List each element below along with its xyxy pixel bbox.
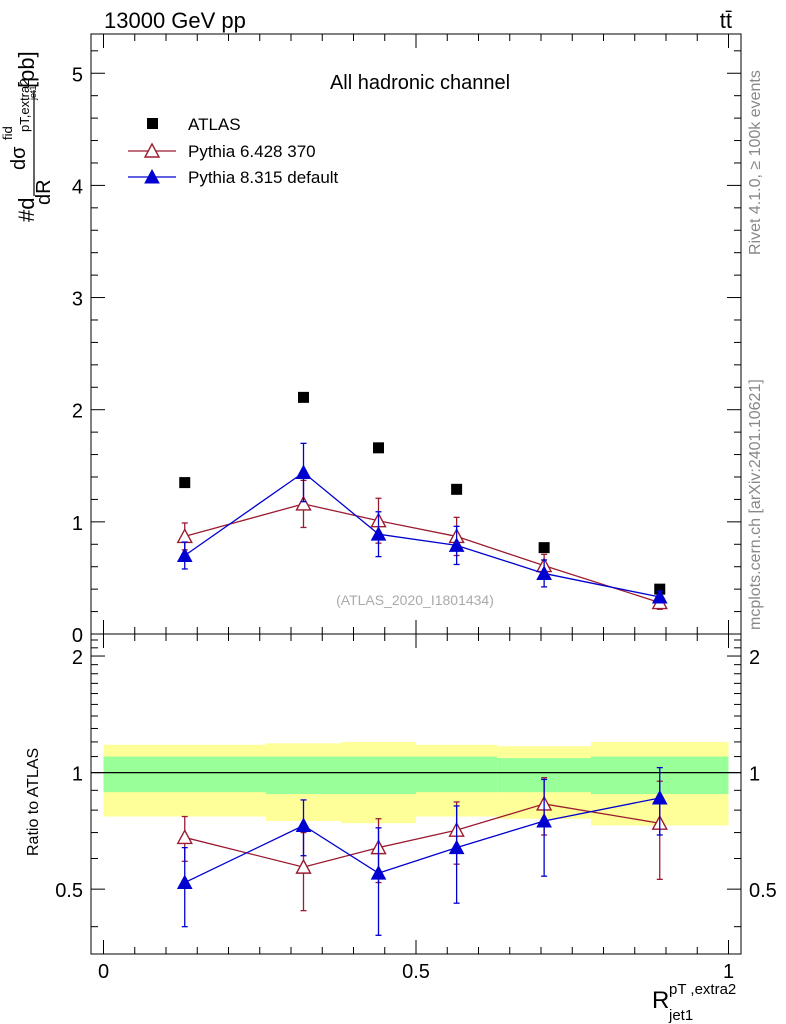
- ratio-pythia6-point: [176, 828, 193, 845]
- ratio-pythia8-point: [536, 812, 552, 828]
- ratio-ticks: 0.5 0.5 1 1 2 2 0 0.5 1: [55, 634, 777, 983]
- analysis-watermark: (ATLAS_2020_I1801434): [336, 592, 494, 608]
- main-pythia6-line: [184, 503, 660, 604]
- ratio-xtick-label: 0.5: [402, 961, 430, 983]
- ratio-xtick-label: 0: [98, 961, 109, 983]
- main-atlas-data-point: [538, 542, 550, 554]
- main-ytick-label: 0: [72, 625, 83, 647]
- legend-pythia6-marker: [143, 142, 161, 158]
- ratio-xlabel-sub: jet1: [668, 1007, 693, 1024]
- main-pythia8-point: [176, 547, 193, 562]
- ratio-pythia8-point: [295, 817, 312, 833]
- ratio-frame: [90, 633, 742, 955]
- main-panel: 0 1 2 3 4 5 All hadronic channel (ATLAS_2020_…: [0, 33, 742, 647]
- legend-pythia8-marker: [144, 168, 160, 184]
- ratio-pythia8-point: [176, 874, 193, 890]
- legend: ATLAS Pythia 6.428 370 Pythia 8.315 defa…: [128, 115, 339, 187]
- uncertainty-band-inner: [416, 756, 498, 793]
- ratio-xtick-label: 1: [723, 961, 734, 983]
- legend-pythia6-label: Pythia 6.428 370: [188, 142, 316, 161]
- main-ylabel-sup: fid: [0, 126, 15, 140]
- main-ylabel-subsub: jet1: [28, 85, 38, 101]
- uncertainty-band-inner: [103, 756, 266, 793]
- ratio-panel: 0.5 0.5 1 1 2 2 0 0.5 1 Ratio to ATLAS R pT ,ext…: [25, 633, 777, 1024]
- legend-pythia8-label: Pythia 8.315 default: [188, 168, 339, 187]
- main-pythia8-point: [448, 537, 465, 552]
- ratio-ylabel: Ratio to ATLAS: [25, 748, 42, 856]
- main-pythia8-point: [536, 565, 552, 580]
- main-pythia6-point: [176, 527, 193, 544]
- energy-label: 13000 GeV pp: [104, 8, 246, 33]
- main-pythia8-line: [184, 471, 660, 598]
- main-ylabel-prefix: #d: [14, 198, 39, 222]
- ratio-xlabel-sup: pT ,extra2: [669, 981, 736, 998]
- ratio-pythia8-point: [651, 789, 668, 805]
- main-ytick-label: 2: [72, 401, 83, 423]
- main-ylabel-sub: pT,extra2: [17, 79, 32, 132]
- ratio-pythia8-line: [184, 797, 660, 884]
- uncertainty-band-inner: [341, 756, 416, 795]
- main-ytick-label: 4: [72, 176, 83, 198]
- ratio-ytick-label-right: 0.5: [749, 880, 777, 902]
- process-label: tt̄: [720, 8, 732, 33]
- main-atlas-data-point: [179, 477, 191, 489]
- ratio-pythia8-point: [448, 839, 465, 855]
- ratio-xlabel: R pT ,extra2 jet1: [652, 981, 736, 1024]
- main-atlas-data-point: [298, 391, 309, 403]
- main-pythia8-point: [295, 464, 312, 480]
- ratio-ytick-label-right: 1: [749, 764, 760, 786]
- ratio-ytick-label: 0.5: [55, 880, 83, 902]
- main-pythia6-point: [295, 495, 312, 511]
- main-ytick-label: 5: [72, 64, 83, 86]
- ratio-xlabel-base: R: [652, 987, 669, 1014]
- main-atlas-data-point: [451, 483, 463, 495]
- legend-atlas-marker: [147, 118, 158, 129]
- main-ticks: 0 1 2 3 4 5: [72, 34, 741, 647]
- ratio-pythia6-point: [295, 858, 312, 874]
- ratio-bands: [91, 741, 741, 826]
- ratio-pythia6-line: [184, 803, 660, 868]
- main-ylabel-numerator: dσ: [8, 146, 30, 170]
- main-pythia8-point: [651, 588, 668, 604]
- ratio-ytick-label-right: 2: [749, 647, 760, 669]
- main-title: All hadronic channel: [330, 72, 510, 94]
- main-ytick-label: 1: [72, 513, 83, 535]
- ratio-series: [176, 766, 668, 936]
- main-ytick-label: 3: [72, 289, 83, 311]
- uncertainty-band-inner: [266, 756, 341, 795]
- ratio-ytick-label: 2: [72, 647, 83, 669]
- ratio-ytick-label: 1: [72, 764, 83, 786]
- main-ylabel: #d dσ fid pT,extra2 jet1 dR [pb]: [0, 51, 55, 222]
- source-label: mcplots.cern.ch [arXiv:2401.10621]: [747, 379, 764, 630]
- main-pythia8-point: [370, 526, 387, 541]
- legend-atlas-label: ATLAS: [188, 115, 241, 134]
- rivet-version-label: Rivet 4.1.0, ≥ 100k events: [747, 70, 764, 255]
- main-ylabel-unit: [pb]: [14, 51, 39, 88]
- main-series: [176, 391, 668, 610]
- ratio-pythia8-point: [370, 865, 387, 880]
- main-atlas-data-point: [373, 442, 384, 454]
- main-ylabel-denominator: dR: [33, 179, 55, 205]
